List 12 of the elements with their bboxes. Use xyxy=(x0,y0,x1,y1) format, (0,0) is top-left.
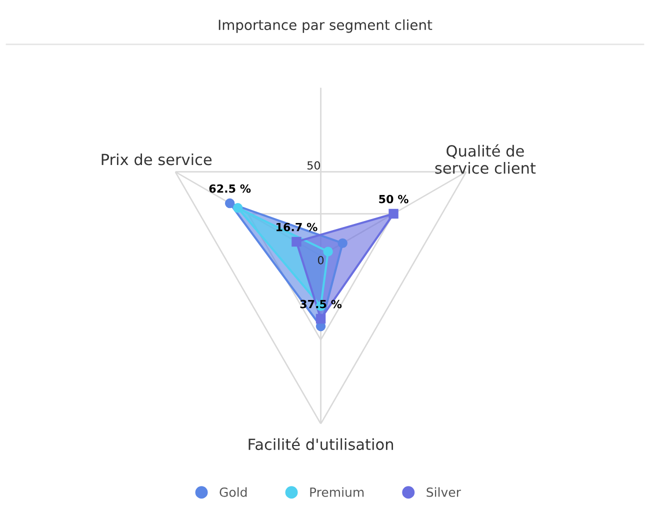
spoke-label: Qualité de service client xyxy=(435,144,536,174)
spoke-label: Prix de service xyxy=(102,153,212,166)
legend-label: Silver xyxy=(426,487,461,497)
y-tick-label: 0 xyxy=(318,256,324,264)
data-label: 62.5 % xyxy=(209,184,251,193)
legend-label: Gold xyxy=(220,487,247,497)
data-label: 50 % xyxy=(379,194,408,204)
data-label: 16.7 % xyxy=(276,222,318,232)
y-tick-label: 50 xyxy=(307,161,320,170)
legend-label: Premium xyxy=(310,487,364,497)
spoke-label: Facilité d'utilisation xyxy=(248,438,393,450)
chart-title: Importance par segment client xyxy=(218,19,432,33)
